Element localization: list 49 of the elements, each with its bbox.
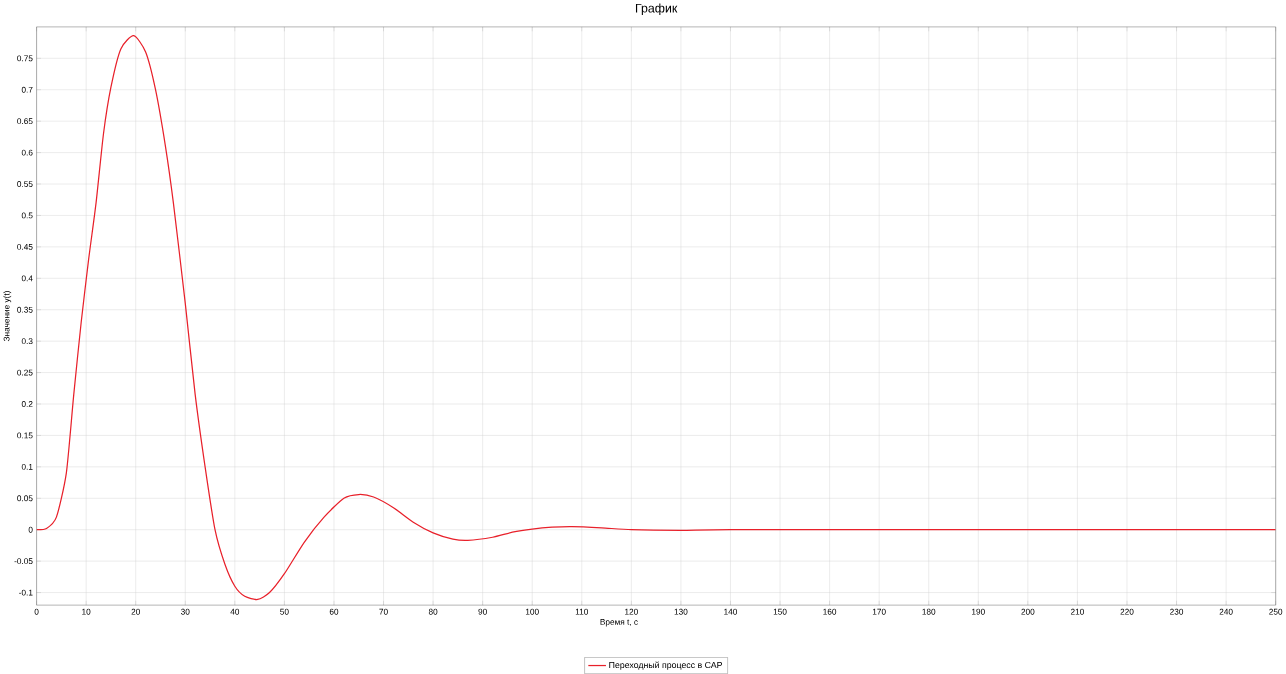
y-tick-label: 0.45 bbox=[17, 244, 33, 250]
x-tick-label: 150 bbox=[773, 608, 787, 615]
x-tick-label: 240 bbox=[1219, 608, 1233, 615]
x-tick-label: 30 bbox=[180, 608, 190, 615]
y-tick-label: -0.1 bbox=[19, 589, 33, 596]
x-axis-title: Время t, с bbox=[600, 619, 638, 627]
x-tick-label: 80 bbox=[428, 608, 438, 615]
x-tick-label: 180 bbox=[922, 608, 936, 615]
y-tick-label: 0.75 bbox=[17, 55, 33, 62]
x-tick-label: 90 bbox=[478, 608, 487, 615]
x-tick-label: 130 bbox=[674, 608, 688, 615]
y-axis-title: Значение y(t) bbox=[3, 291, 12, 342]
y-tick-label: 0.1 bbox=[21, 463, 33, 470]
y-tick-label: 0.6 bbox=[21, 149, 33, 156]
x-tick-label: 40 bbox=[230, 608, 240, 615]
line-series bbox=[36, 35, 1276, 601]
x-tick-label: 60 bbox=[329, 608, 339, 615]
x-tick-label: 170 bbox=[872, 608, 886, 615]
x-tick-label: 50 bbox=[280, 608, 289, 615]
y-tick-label: 0.05 bbox=[17, 495, 33, 502]
x-tick-label: 250 bbox=[1269, 608, 1283, 615]
y-tick-label: 0.55 bbox=[17, 181, 33, 187]
x-tick-label: 20 bbox=[131, 608, 140, 615]
x-tick-label: 140 bbox=[724, 608, 738, 615]
y-tick-label: 0.15 bbox=[17, 432, 33, 439]
y-tick-label: 0.7 bbox=[21, 86, 33, 93]
y-tick-label: 0.3 bbox=[21, 338, 33, 345]
y-tick-label: 0.65 bbox=[17, 118, 33, 125]
y-tick-label: 0.4 bbox=[21, 275, 33, 282]
x-tick-label: 100 bbox=[525, 608, 539, 615]
y-tick-label: 0 bbox=[28, 526, 33, 533]
x-tick-label: 220 bbox=[1120, 608, 1134, 615]
y-tick-label: 0.2 bbox=[21, 401, 33, 407]
x-tick-label: 210 bbox=[1070, 608, 1084, 615]
x-tick-label: 120 bbox=[625, 608, 638, 615]
y-tick-label: 0.25 bbox=[17, 369, 33, 376]
chart-title: График bbox=[635, 3, 678, 16]
x-tick-label: 0 bbox=[34, 608, 39, 615]
legend-label: Переходный процесс в САР bbox=[609, 661, 723, 670]
x-tick-label: 190 bbox=[972, 608, 985, 615]
x-tick-label: 110 bbox=[575, 608, 589, 615]
x-tick-label: 70 bbox=[379, 608, 388, 615]
y-tick-label: 0.35 bbox=[17, 306, 33, 313]
x-tick-label: 10 bbox=[82, 608, 91, 615]
x-tick-label: 160 bbox=[823, 608, 837, 615]
x-tick-label: 230 bbox=[1170, 608, 1184, 615]
y-tick-label: -0.05 bbox=[14, 558, 33, 565]
y-tick-label: 0.5 bbox=[21, 212, 33, 219]
x-tick-label: 200 bbox=[1021, 608, 1035, 615]
